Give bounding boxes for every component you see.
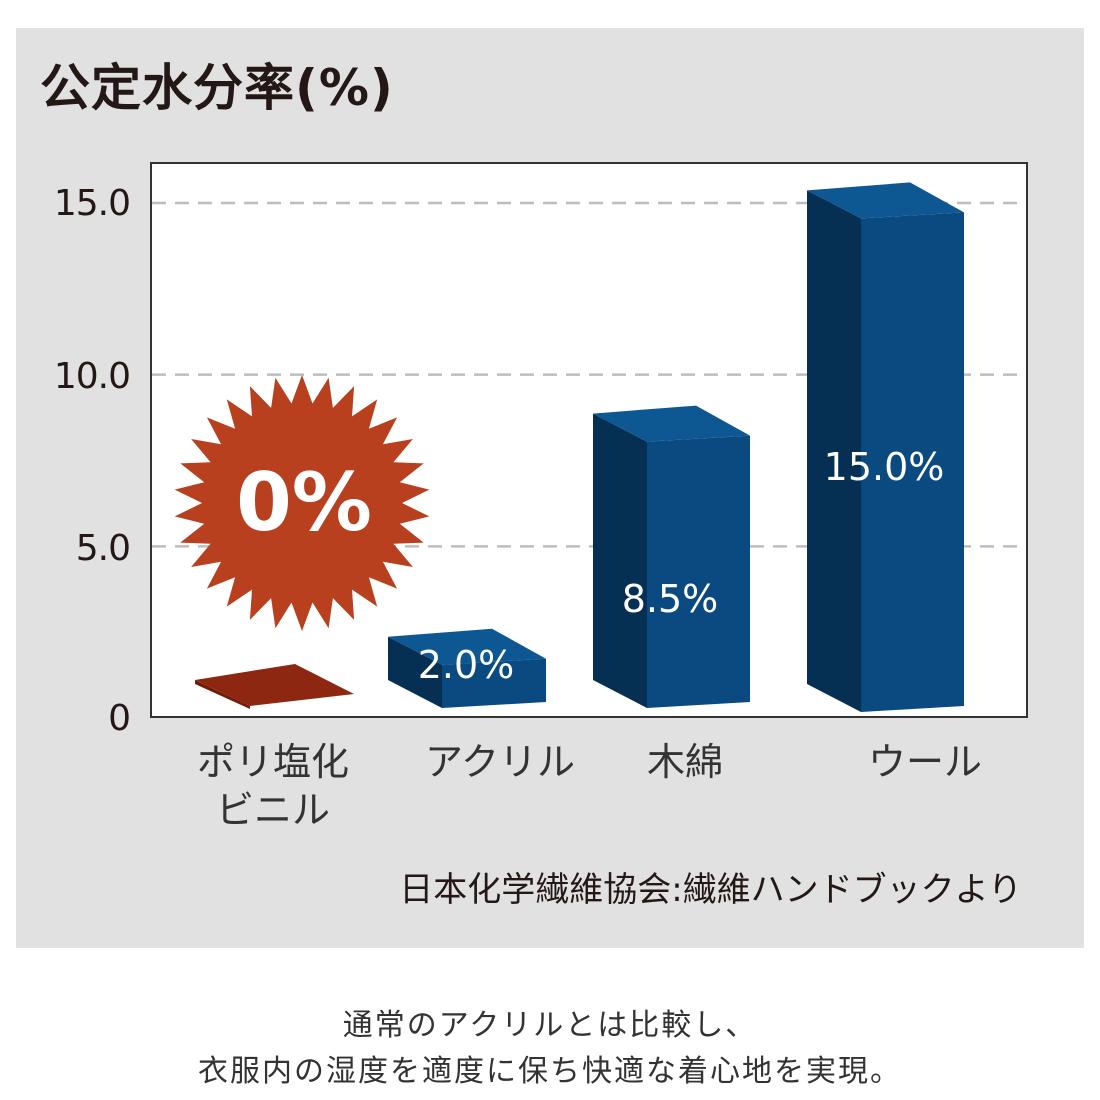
data-label-cotton: 8.5% (622, 577, 719, 621)
x-category-label: 木綿 (646, 740, 723, 784)
chart-title: 公定水分率(%) (40, 59, 394, 117)
data-label-acrylic: 2.0% (418, 643, 515, 687)
bar-cotton-top (593, 405, 750, 442)
caption-line-1: 通常のアクリルとは比較し、 (342, 1008, 758, 1043)
y-tick-label: 10.0 (53, 356, 131, 397)
bar-pvc-edge (195, 680, 250, 709)
x-category-label: アクリル (424, 740, 576, 784)
x-category-label: ポリ塩化 ビニル (196, 740, 349, 832)
source-note: 日本化学繊維協会:繊維ハンドブックより (399, 870, 1022, 910)
y-tick-label: 0 (108, 698, 131, 739)
x-category-label: ウール (867, 740, 982, 784)
y-tick-label: 15.0 (53, 183, 131, 224)
bar-acrylic (442, 658, 546, 708)
bar-acrylic-top (388, 628, 546, 665)
bar-wool-side (807, 190, 861, 712)
starburst-badge (174, 375, 430, 631)
caption-line-2: 衣服内の湿度を適度に保ち快適な着心地を実現。 (198, 1054, 902, 1089)
bar-wool (861, 212, 964, 712)
bar-cotton (647, 435, 750, 708)
bar-wool-top (807, 182, 964, 219)
data-label-wool: 15.0% (824, 445, 945, 489)
y-tick-label: 5.0 (75, 528, 131, 569)
bar-cotton-side (593, 413, 647, 708)
data-label-pvc: 0% (236, 456, 372, 549)
bar-acrylic-side (388, 636, 442, 708)
bar-pvc (195, 664, 354, 706)
